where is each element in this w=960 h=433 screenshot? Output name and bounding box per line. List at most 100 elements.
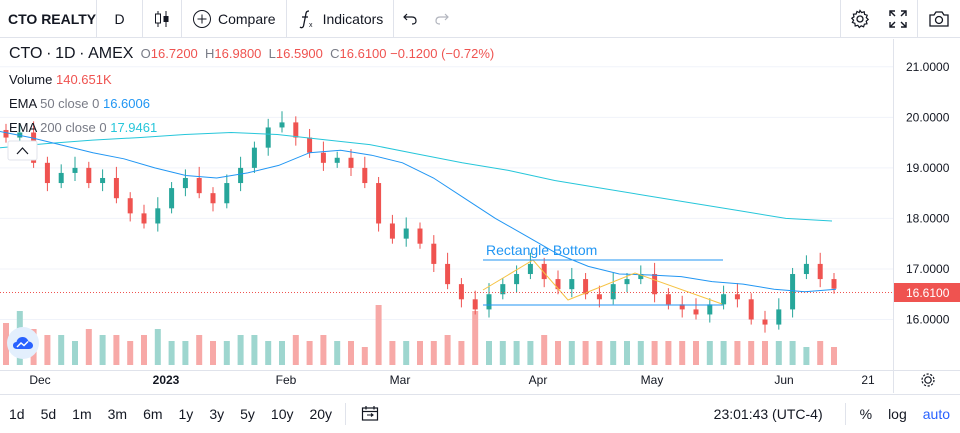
divider (181, 0, 182, 38)
range-3m[interactable]: 3m (107, 406, 128, 422)
candle-body (431, 243, 437, 264)
time-tick-label: 2023 (153, 373, 180, 387)
range-1y[interactable]: 1y (178, 406, 194, 422)
symbol-search[interactable]: CTO REALTY (8, 10, 96, 27)
range-10y[interactable]: 10y (270, 406, 294, 422)
ema50-legend[interactable]: EMA 50 close 0 16.6006 (9, 96, 150, 111)
ema50-label: EMA (9, 96, 37, 111)
volume-bar (3, 323, 9, 365)
volume-legend[interactable]: Volume 140.651K (9, 72, 112, 87)
volume-bar (251, 335, 258, 365)
snapshot-button[interactable] (918, 0, 960, 38)
volume-bar (417, 341, 423, 365)
candle-body (734, 294, 740, 300)
volume-bar (141, 335, 147, 365)
compare-label: Compare (218, 10, 276, 27)
candle-body (776, 309, 782, 325)
ema50-params: 50 close 0 (40, 96, 100, 111)
percent-toggle[interactable]: % (859, 406, 873, 422)
ema50-value: 16.6006 (102, 96, 150, 111)
candle-body (265, 127, 271, 148)
candle-body (334, 157, 340, 163)
volume-bar (541, 335, 548, 365)
volume-label: Volume (9, 72, 53, 87)
candle-body (389, 223, 395, 239)
high-label: H (205, 46, 215, 61)
range-3y[interactable]: 3y (209, 406, 225, 422)
volume-bar (568, 341, 575, 365)
candle-body (803, 263, 809, 275)
volume-bar (651, 341, 658, 365)
volume-value: 140.651K (56, 72, 112, 87)
candle-body (155, 208, 161, 224)
plus-circle-icon (193, 9, 211, 28)
volume-bar (85, 329, 92, 365)
ema200-legend[interactable]: EMA 200 close 0 17.9461 (9, 120, 157, 135)
undo-button[interactable] (394, 0, 426, 38)
clock[interactable]: 23:01:43 (UTC-4) (713, 406, 823, 422)
volume-bar (375, 305, 382, 365)
candle-body (707, 304, 713, 315)
auto-toggle[interactable]: auto (922, 406, 950, 422)
price-chart[interactable]: Rectangle Bottom 21.0000 20.0000 19.0000 18… (0, 39, 960, 393)
price-tick-label: 18.0000 (906, 211, 950, 225)
volume-bar (679, 341, 686, 365)
candle-body (790, 274, 796, 310)
divider (285, 0, 287, 38)
candle-body (403, 228, 409, 239)
range-5d[interactable]: 5d (40, 406, 57, 422)
redo-button[interactable] (426, 0, 458, 38)
fullscreen-button[interactable] (879, 0, 917, 38)
price-tick-label: 21.0000 (906, 60, 950, 74)
ema200-params: 200 close 0 (40, 120, 107, 135)
candle-body (169, 188, 175, 209)
candle-body (721, 294, 727, 305)
volume-bar (582, 341, 589, 365)
candle-body (293, 122, 299, 138)
volume-bar (99, 335, 106, 365)
interval-button[interactable]: D (114, 10, 125, 27)
volume-bar (127, 341, 134, 365)
collapse-legend-button[interactable] (7, 140, 38, 161)
goto-date-button[interactable] (352, 405, 386, 424)
candle-body (679, 304, 685, 310)
indicators-label: Indicators (322, 10, 384, 27)
candle-body (320, 152, 326, 163)
candle-body (514, 274, 520, 285)
volume-bar (596, 341, 603, 365)
indicators-button[interactable]: x Indicators (287, 0, 394, 38)
chart-type-button[interactable] (143, 0, 181, 38)
rectangle-bottom-pattern[interactable]: Rectangle Bottom (482, 242, 723, 306)
settings-button[interactable] (841, 0, 879, 38)
volume-bar (831, 347, 837, 365)
cloud-icon (13, 337, 33, 349)
range-6m[interactable]: 6m (143, 406, 163, 422)
candle-body (141, 213, 147, 224)
candle-body (376, 183, 382, 224)
volume-bar (734, 341, 741, 365)
time-axis-settings-button[interactable] (921, 373, 935, 387)
volume-bar (389, 341, 396, 365)
toolbar-right (840, 0, 960, 38)
range-1d[interactable]: 1d (9, 406, 25, 422)
candle-body (182, 177, 188, 189)
open-label: O (140, 46, 151, 61)
compare-button[interactable]: Compare (182, 0, 286, 38)
log-toggle[interactable]: log (888, 406, 907, 422)
range-1m[interactable]: 1m (72, 406, 92, 422)
volume-bar (762, 341, 768, 365)
volume-bar (279, 341, 285, 365)
time-tick-label: May (641, 373, 664, 387)
pattern-label: Rectangle Bottom (486, 242, 597, 258)
change-value: −0.1200 (−0.72%) (390, 46, 495, 61)
tradingview-logo[interactable] (7, 327, 39, 359)
range-20y[interactable]: 20y (309, 406, 333, 422)
function-icon: x (299, 9, 313, 29)
volume-bar (693, 341, 699, 365)
range-5y[interactable]: 5y (240, 406, 255, 422)
candle-body (100, 177, 106, 184)
volume-bar (444, 335, 451, 365)
candle-body (555, 279, 561, 290)
candle-body (652, 274, 658, 295)
legend-interval: 1D (55, 45, 76, 62)
